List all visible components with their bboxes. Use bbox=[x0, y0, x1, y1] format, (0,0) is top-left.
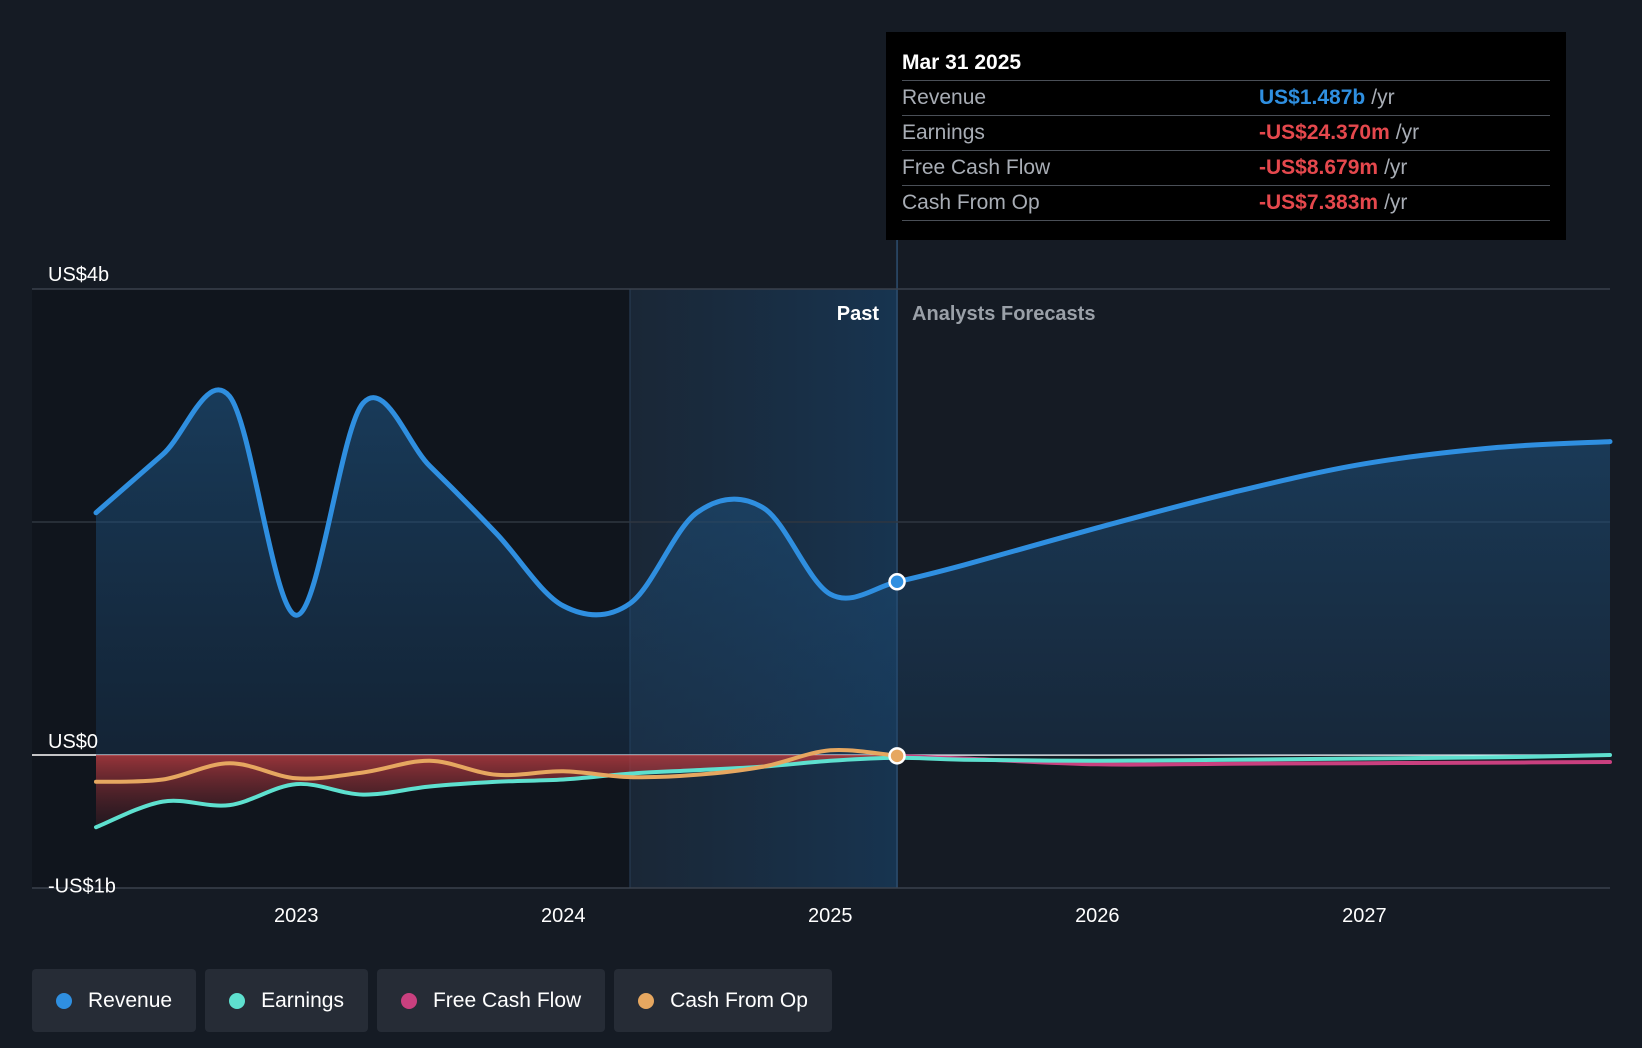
tooltip-unit: /yr bbox=[1371, 86, 1395, 109]
tooltip-panel: Mar 31 2025 Revenue US$1.487b /yr Earnin… bbox=[886, 32, 1566, 240]
x-axis-tick-label: 2025 bbox=[808, 905, 853, 927]
tooltip-row-free-cash-flow: Free Cash Flow -US$8.679m /yr bbox=[902, 150, 1550, 185]
series-line-cash-from-op bbox=[94, 747, 900, 784]
tooltip-label: Free Cash Flow bbox=[902, 156, 1051, 179]
forecast-label: Analysts Forecasts bbox=[912, 303, 1095, 325]
y-axis-tick-label: US$4b bbox=[48, 264, 109, 286]
x-axis-tick-label: 2026 bbox=[1075, 905, 1120, 927]
hover-marker-revenue bbox=[888, 573, 906, 591]
legend-dot-icon bbox=[56, 992, 72, 1009]
y-axis-tick-label: -US$1b bbox=[48, 876, 116, 898]
x-axis-tick-label: 2027 bbox=[1342, 905, 1387, 927]
legend-label: Free Cash Flow bbox=[432, 988, 582, 1012]
x-axis-tick-label: 2024 bbox=[541, 905, 586, 927]
revenue-area bbox=[96, 389, 1610, 755]
legend-dot-icon bbox=[229, 992, 246, 1009]
tooltip-value: US$1.487b bbox=[1259, 86, 1366, 109]
tooltip-date: Mar 31 2025 bbox=[902, 51, 1022, 74]
legend-dot-icon bbox=[638, 992, 655, 1009]
tooltip-row-cash-from-op: Cash From Op -US$7.383m /yr bbox=[902, 185, 1550, 221]
tooltip-unit: /yr bbox=[1384, 191, 1408, 214]
earnings-negative-area bbox=[96, 755, 898, 828]
legend-item-revenue[interactable]: Revenue bbox=[32, 969, 197, 1032]
hover-marker-cash-from-op bbox=[888, 747, 906, 765]
legend-item-free-cash-flow[interactable]: Free Cash Flow bbox=[376, 969, 606, 1032]
tooltip-value: -US$8.679m bbox=[1259, 156, 1379, 179]
legend-item-cash-from-op[interactable]: Cash From Op bbox=[614, 969, 832, 1032]
y-axis-tick-label: US$0 bbox=[48, 731, 98, 753]
tooltip-label: Cash From Op bbox=[902, 191, 1040, 214]
tooltip-row-earnings: Earnings -US$24.370m /yr bbox=[902, 115, 1550, 150]
legend-label: Revenue bbox=[88, 988, 173, 1012]
legend-label: Earnings bbox=[261, 988, 344, 1012]
tooltip-unit: /yr bbox=[1395, 121, 1420, 144]
tooltip-row-revenue: Revenue US$1.487b /yr bbox=[902, 80, 1550, 115]
x-axis-tick-label: 2023 bbox=[274, 905, 319, 927]
tooltip-value: -US$24.370m bbox=[1259, 121, 1390, 144]
series-line-revenue bbox=[93, 387, 1613, 618]
tooltip-value: -US$7.383m bbox=[1259, 191, 1379, 214]
legend-dot-icon bbox=[400, 992, 417, 1009]
past-label: Past bbox=[837, 303, 880, 325]
tooltip-unit: /yr bbox=[1384, 156, 1408, 179]
tooltip-label: Revenue bbox=[902, 86, 987, 109]
legend: Revenue Earnings Free Cash Flow Cash Fro… bbox=[32, 969, 832, 1032]
tooltip-label: Earnings bbox=[902, 121, 985, 144]
legend-label: Cash From Op bbox=[670, 988, 808, 1012]
legend-item-earnings[interactable]: Earnings bbox=[205, 969, 368, 1032]
series-line-earnings bbox=[94, 753, 1612, 830]
